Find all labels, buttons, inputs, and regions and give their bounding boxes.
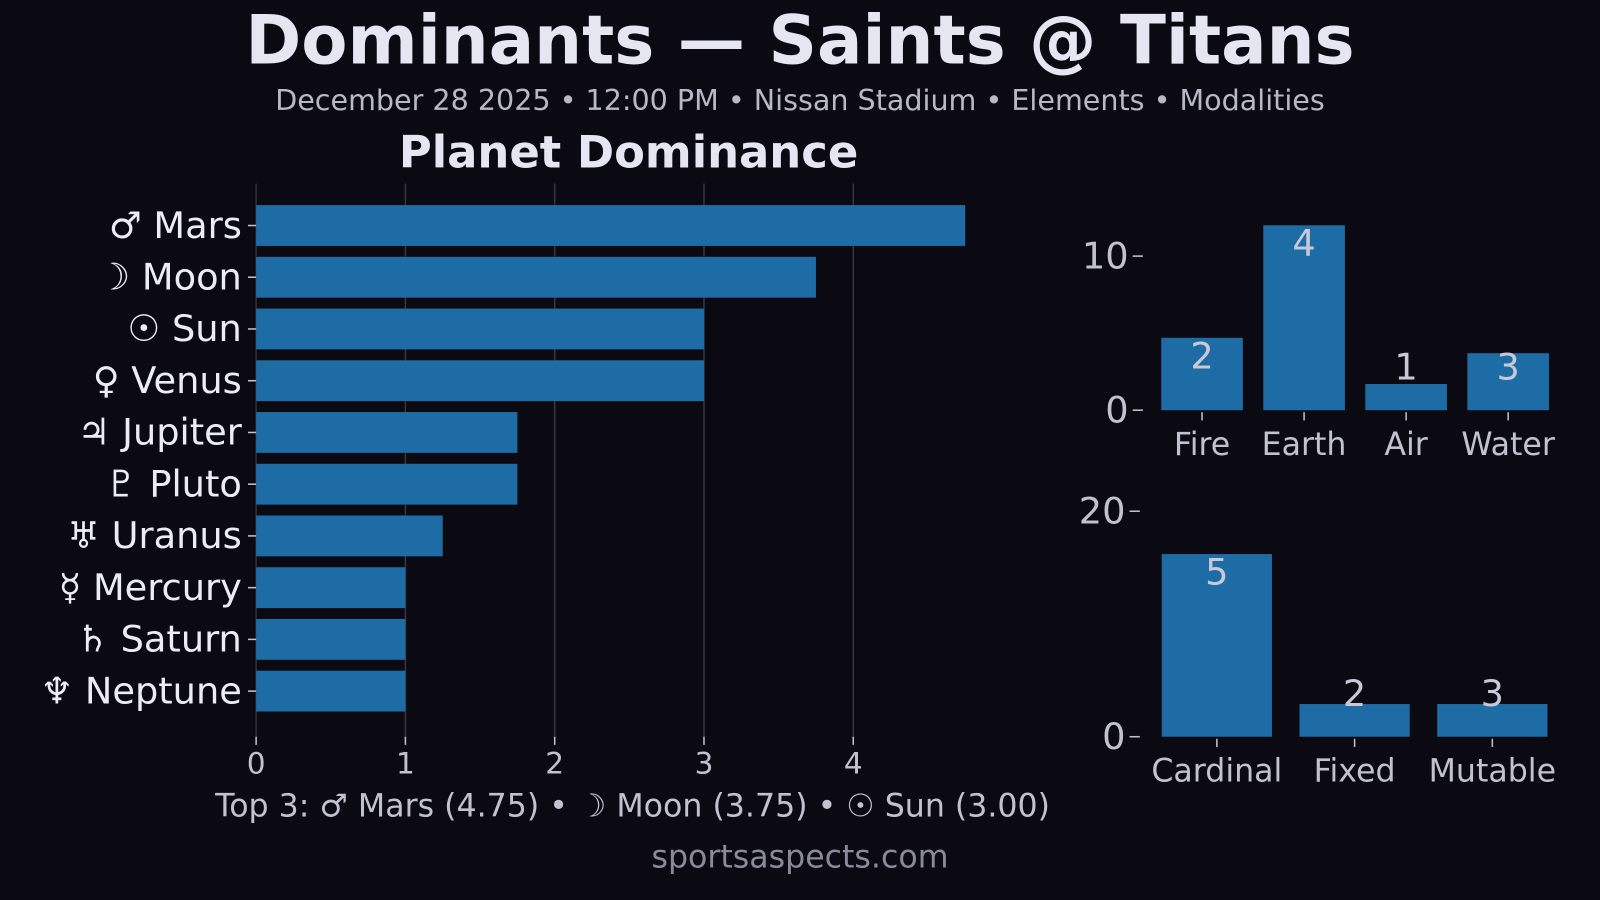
bar	[1299, 704, 1410, 737]
bar	[1437, 704, 1548, 737]
y-tick-label: 10	[1082, 234, 1129, 277]
planet-label: ♂ Mars	[109, 204, 242, 247]
bar	[1161, 554, 1272, 737]
bar-value-label: 3	[1496, 346, 1519, 389]
bar-value-label: 1	[1394, 346, 1417, 389]
bar-value-label: 3	[1481, 672, 1504, 715]
x-tick-label: Fire	[1174, 427, 1230, 463]
bar	[1467, 353, 1549, 411]
x-tick-label: Mutable	[1429, 754, 1556, 790]
brand-watermark: sportsaspects.com	[651, 839, 948, 875]
x-tick-label: 3	[695, 746, 714, 780]
figure-title: Dominants — Saints @ Titans	[245, 0, 1354, 79]
bar-value-label: 5	[1205, 551, 1228, 594]
bar-value-label: 4	[1292, 222, 1315, 265]
x-tick-label: 1	[396, 746, 415, 780]
planet-label: ♃ Jupiter	[78, 411, 243, 454]
bar	[1161, 337, 1243, 411]
planet-bar	[256, 205, 966, 246]
planet-label: ☿ Mercury	[59, 566, 242, 609]
planet-chart-title: Planet Dominance	[399, 125, 858, 178]
planet-label: ♇ Pluto	[105, 462, 242, 505]
bar	[1263, 225, 1345, 411]
bar	[1365, 384, 1447, 411]
planet-bar	[256, 567, 406, 609]
planet-label: ☉ Sun	[127, 307, 241, 350]
x-tick-label: 2	[545, 746, 564, 780]
y-tick-label: 0	[1105, 388, 1128, 431]
planet-dominance-chart: 0 1 2 3 4 ♂ Mars ☽ Moon ☉ Sun ♀ Venus ♃ Jupiter ♇ …	[40, 183, 966, 780]
planet-bar	[256, 360, 704, 402]
y-tick-label: 0	[1102, 715, 1125, 758]
x-tick-label: 0	[247, 746, 266, 780]
x-tick-label: Air	[1384, 427, 1427, 463]
planet-label: ♀ Venus	[93, 359, 242, 402]
elements-chart: 0 10 2 Fire 4 Earth 1 Air 3 Water	[1082, 222, 1555, 463]
x-tick-label: 4	[844, 746, 863, 780]
x-tick-label: Cardinal	[1151, 754, 1282, 790]
modalities-chart: 0 20 5 Cardinal 2 Fixed 3 Mutable	[1079, 489, 1556, 789]
top3-summary: Top 3: ♂ Mars (4.75) • ☽ Moon (3.75) • ☉…	[214, 788, 1050, 824]
planet-label: ♆ Neptune	[40, 669, 242, 712]
x-tick-label: Fixed	[1314, 754, 1396, 790]
planet-bar	[256, 412, 518, 453]
planet-bar	[256, 515, 443, 557]
x-tick-label: Earth	[1262, 427, 1347, 463]
y-tick-label: 20	[1079, 489, 1126, 532]
planet-bar	[256, 308, 704, 350]
planet-label: ☽ Moon	[97, 255, 241, 298]
bar-value-label: 2	[1190, 334, 1213, 377]
planet-label: ♄ Saturn	[76, 618, 242, 661]
planet-label: ♅ Uranus	[67, 514, 242, 557]
planet-bar	[256, 618, 406, 660]
figure-subtitle: December 28 2025 • 12:00 PM • Nissan Sta…	[275, 83, 1325, 117]
planet-bar	[256, 670, 406, 712]
planet-bar	[256, 463, 518, 505]
bar-value-label: 2	[1343, 672, 1366, 715]
planet-bar	[256, 256, 816, 298]
x-tick-label: Water	[1461, 427, 1555, 463]
